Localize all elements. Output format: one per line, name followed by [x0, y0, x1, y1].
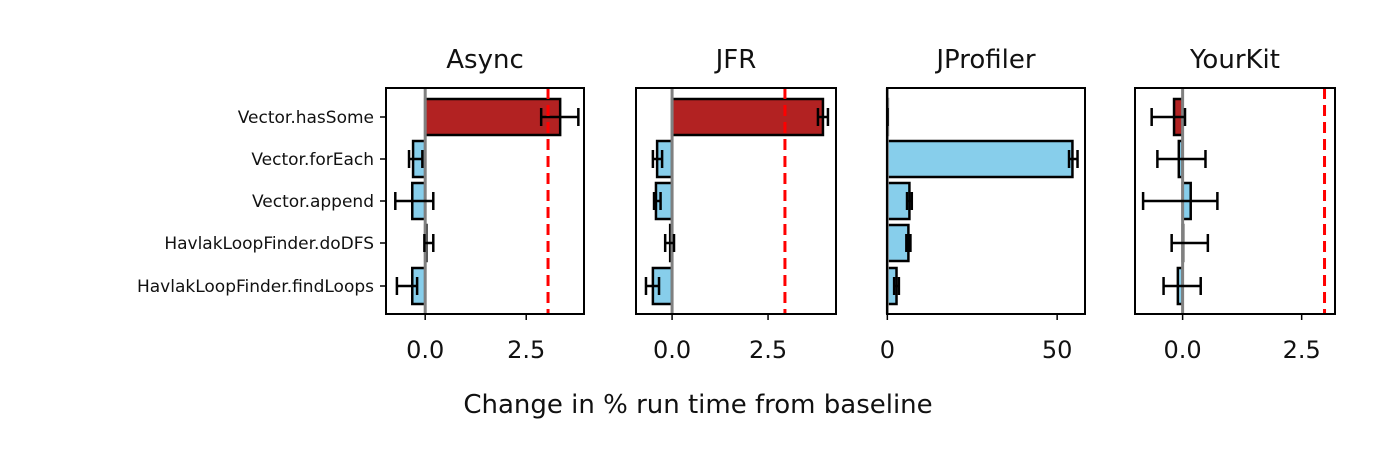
- row-label: HavlakLoopFinder.doDFS: [164, 234, 374, 254]
- bar: [886, 139, 1074, 179]
- panel-title: JProfiler: [934, 45, 1036, 75]
- row-label: Vector.append: [252, 192, 374, 212]
- panel-title: Async: [446, 45, 524, 75]
- panel-title: YourKit: [1189, 45, 1280, 75]
- panel-jprofiler: JProfiler 0 50: [880, 45, 1086, 364]
- x-tick-label: 0.0: [1164, 336, 1202, 364]
- x-tick-label: 50: [1042, 336, 1073, 364]
- x-tick-label: 2.5: [749, 336, 787, 364]
- axes-frame: [886, 87, 1086, 315]
- x-tick-label: 0.0: [406, 336, 444, 364]
- panel-yourkit: YourKit 0.0 2.5: [1134, 45, 1336, 364]
- bar: [670, 97, 825, 137]
- x-tick-label: 2.5: [1283, 336, 1321, 364]
- axes-frame: [635, 87, 837, 315]
- bar: [423, 97, 562, 137]
- x-tick-label: 2.5: [507, 336, 545, 364]
- axes-frame: [1134, 87, 1336, 315]
- panels: Async 0.0 2.5 JFR 0.0 2.5 JProfiler 0 50 YourKit 0…: [385, 45, 1336, 364]
- panel-title: JFR: [714, 45, 757, 75]
- x-tick-label: 0.0: [653, 336, 691, 364]
- row-label: Vector.hasSome: [238, 108, 374, 128]
- panel-async: Async 0.0 2.5: [385, 45, 585, 364]
- panel-jfr: JFR 0.0 2.5: [635, 45, 837, 364]
- x-axis-label: Change in % run time from baseline: [463, 390, 932, 420]
- row-label: HavlakLoopFinder.findLoops: [137, 277, 374, 297]
- x-tick-label: 0: [880, 336, 895, 364]
- row-label: Vector.forEach: [251, 150, 374, 170]
- row-labels: Vector.hasSome Vector.forEach Vector.appen…: [137, 108, 386, 297]
- axes-frame: [385, 87, 585, 315]
